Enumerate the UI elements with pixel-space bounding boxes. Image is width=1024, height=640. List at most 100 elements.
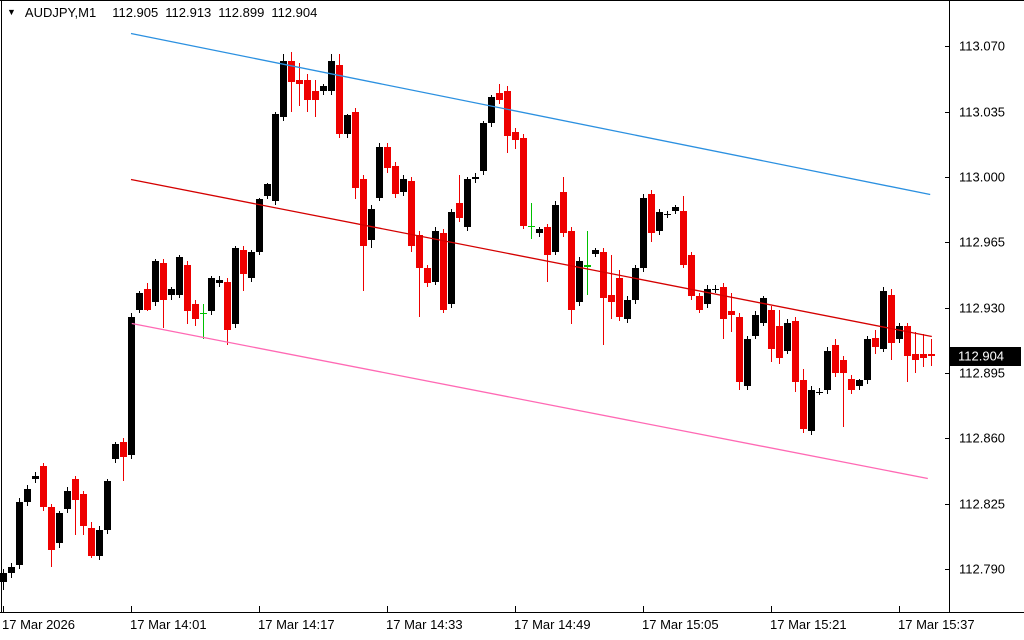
candle-body — [224, 282, 231, 330]
candle-body — [424, 268, 431, 283]
time-tick-label: 17 Mar 14:17 — [258, 617, 335, 632]
candle-body — [840, 360, 847, 373]
candle-body — [96, 530, 103, 556]
candle-body — [72, 479, 79, 500]
candle-body — [456, 203, 463, 218]
candle-body — [312, 91, 319, 100]
candle-body — [16, 502, 23, 565]
candle-body — [536, 229, 543, 233]
candle-body — [640, 198, 647, 268]
candle-body — [304, 80, 311, 100]
candle-body — [696, 296, 703, 310]
candle-body — [528, 226, 535, 227]
ohlc-low: 112.899 — [218, 5, 265, 20]
candle-body — [64, 491, 71, 509]
candle-body — [520, 138, 527, 226]
candle-body — [48, 507, 55, 550]
candle-body — [272, 114, 279, 201]
trendline-descending-channel-middle[interactable] — [130, 178, 932, 338]
current-price-label: 112.904 — [950, 347, 1021, 366]
time-tick-label: 17 Mar 2026 — [2, 617, 75, 632]
candle-body — [264, 184, 271, 196]
candle-body — [464, 179, 471, 227]
candle-body — [816, 392, 823, 393]
candle-body — [552, 205, 559, 252]
candle-body — [32, 476, 39, 479]
candle-body — [768, 310, 775, 349]
candle-body — [776, 326, 783, 358]
candle-body — [8, 567, 15, 573]
candle-body — [328, 61, 335, 91]
candle-body — [0, 573, 7, 582]
candle-body — [392, 166, 399, 194]
candle-body — [176, 257, 183, 295]
candle-body — [912, 354, 919, 360]
candle-body — [288, 61, 295, 82]
candle-body — [752, 315, 759, 336]
trendline-descending-channel-upper[interactable] — [130, 32, 931, 196]
candle-body — [472, 177, 479, 179]
chart-header: ▼ AUDJPY,M1 112.905 112.913 112.899 112.… — [7, 5, 324, 20]
candle-body — [112, 444, 119, 459]
candle-body — [784, 323, 791, 351]
candle-body — [896, 326, 903, 339]
current-price-text: 112.904 — [958, 349, 1004, 364]
candle-body — [720, 287, 727, 319]
candle-body — [80, 494, 87, 526]
candle-body — [408, 181, 415, 246]
price-tick-label: 113.000 — [959, 170, 1005, 185]
candle-body — [888, 295, 895, 343]
time-axis[interactable]: 17 Mar 2026 17 Mar 14:01 17 Mar 14:17 17 Ma… — [2, 606, 975, 632]
candle-body — [808, 390, 815, 431]
candle-body — [376, 147, 383, 198]
ohlc-high: 112.913 — [165, 5, 212, 20]
candle-body — [208, 278, 215, 311]
candle-body — [136, 293, 143, 310]
candle-body — [104, 481, 111, 530]
candle-body — [736, 317, 743, 382]
candle-body — [168, 289, 175, 295]
time-tick-label: 17 Mar 14:49 — [514, 617, 591, 632]
candle-body — [488, 97, 495, 123]
candle-body — [216, 280, 223, 283]
candle-body — [280, 61, 287, 117]
candle-body — [256, 199, 263, 252]
price-tick-label: 112.895 — [959, 366, 1005, 381]
candle-body — [600, 252, 607, 298]
candle-body — [320, 86, 327, 91]
chart-borders — [0, 0, 1024, 612]
candle-body — [336, 65, 343, 134]
candle-body — [800, 380, 807, 429]
price-tick-label: 112.860 — [959, 431, 1005, 446]
candle-body — [568, 231, 575, 310]
time-tick-label: 17 Mar 15:21 — [770, 617, 847, 632]
candle-body — [560, 192, 567, 233]
candle-body — [608, 295, 615, 302]
time-tick-label: 17 Mar 15:05 — [642, 617, 719, 632]
candle-body — [416, 235, 423, 268]
candle-body — [384, 147, 391, 168]
candle-body — [856, 380, 863, 386]
candle-body — [192, 304, 199, 319]
candle-body — [584, 265, 591, 267]
candle-body — [672, 207, 679, 211]
candle-body — [160, 263, 167, 300]
ohlc-open: 112.905 — [112, 5, 159, 20]
candle-body — [880, 291, 887, 349]
trendline-descending-channel-lower[interactable] — [131, 322, 928, 480]
price-tick-label: 113.035 — [959, 105, 1005, 120]
candle-body — [88, 528, 95, 556]
trendlines — [130, 32, 932, 480]
candle-body — [648, 194, 655, 233]
candle-body — [512, 132, 519, 140]
candle-body — [656, 212, 663, 231]
candle-body — [368, 209, 375, 240]
candle-body — [440, 233, 447, 310]
candle-body — [832, 345, 839, 373]
candle-body — [232, 248, 239, 324]
price-axis[interactable]: 113.070 113.035 113.000 112.965 112.930 112.8… — [945, 39, 1005, 577]
candle-body — [400, 179, 407, 192]
symbol-dropdown-icon[interactable]: ▼ — [7, 7, 16, 17]
candle-body — [680, 211, 687, 265]
